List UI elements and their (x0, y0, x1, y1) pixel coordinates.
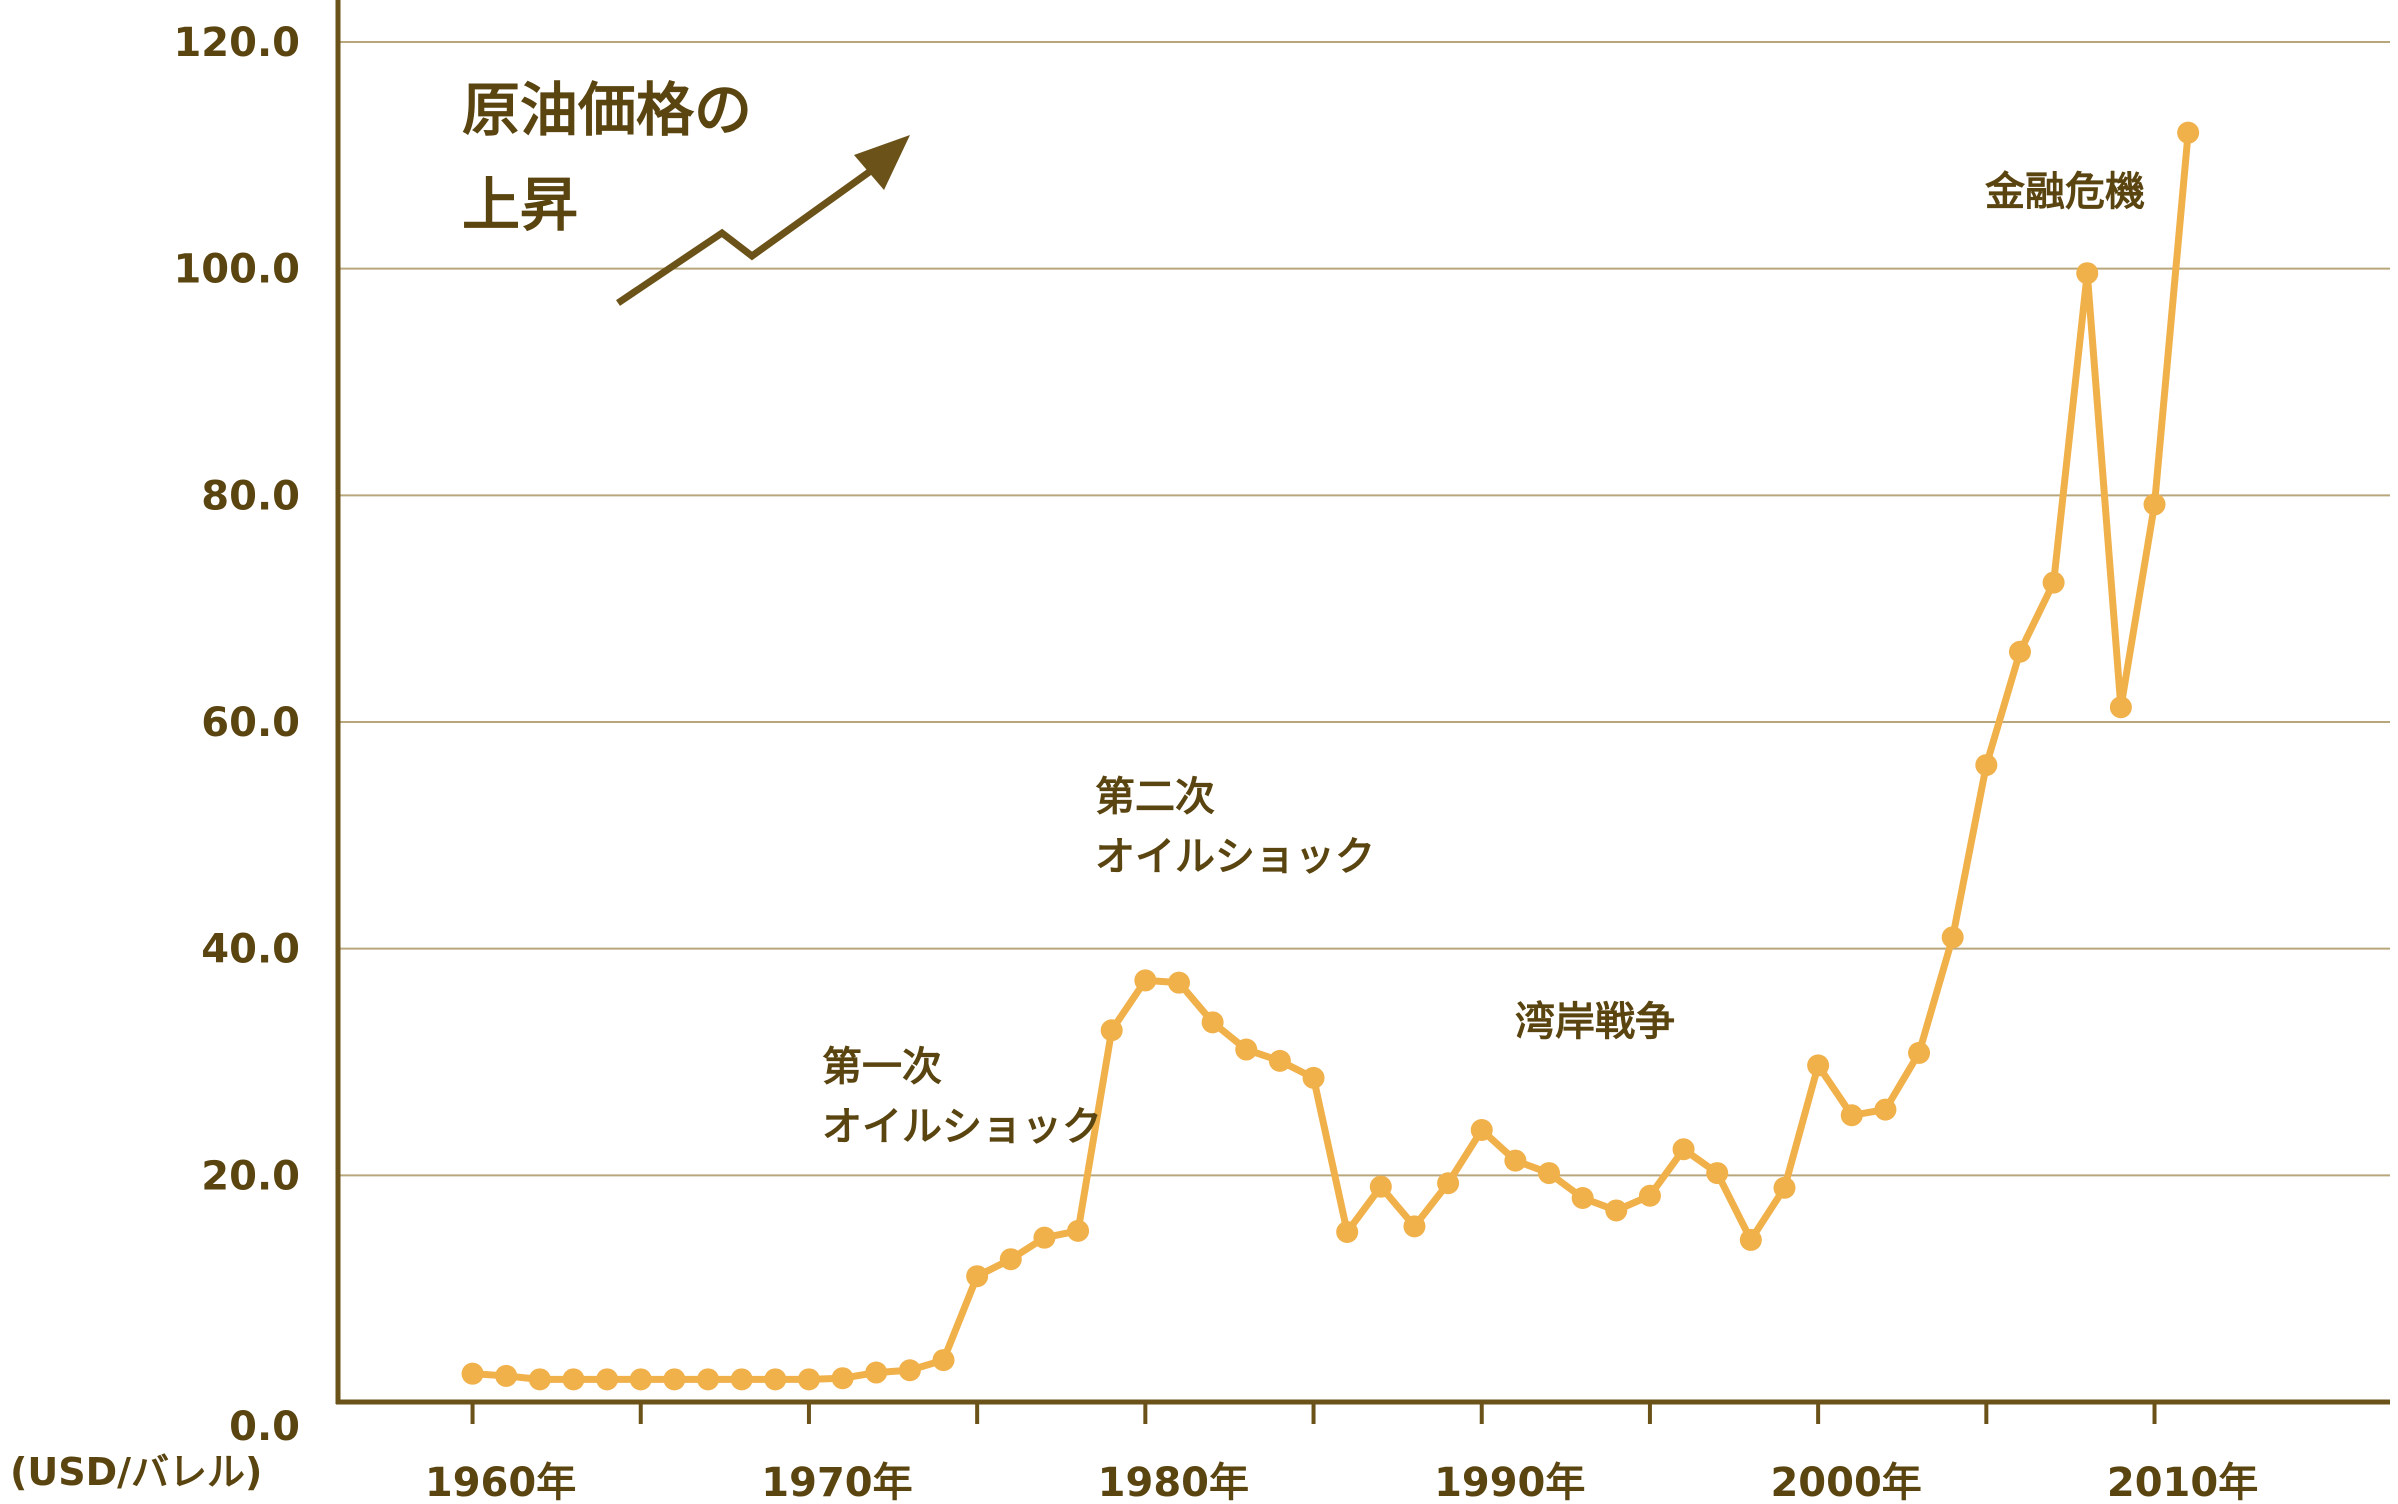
y-tick-label: 60.0 (201, 700, 300, 746)
annotation-label: オイルショック (1095, 834, 1375, 880)
data-point (1571, 1187, 1594, 1209)
data-point (1470, 1119, 1493, 1141)
data-point (1773, 1176, 1796, 1199)
data-point (629, 1368, 652, 1391)
y-tick-label: 40.0 (201, 927, 300, 973)
data-point (461, 1362, 484, 1385)
data-point (999, 1248, 1022, 1271)
annotation-label: 第一次 (822, 1044, 942, 1090)
x-tick-label: 1960年 (425, 1460, 576, 1504)
data-point (2008, 640, 2031, 663)
y-tick-label: 0.0 (229, 1404, 300, 1450)
x-axis-tick-labels: 1960年 1970年 1980年 1990年 2000年 2010年 (425, 1460, 2258, 1504)
data-point (1504, 1149, 1527, 1172)
data-point (1067, 1219, 1090, 1242)
y-axis-tick-labels: 0.0 20.0 40.0 60.0 80.0 100.0 120.0 (173, 20, 300, 1450)
data-point (1403, 1215, 1426, 1238)
data-point (495, 1364, 518, 1387)
data-point (2076, 262, 2099, 285)
data-point (1167, 971, 1190, 994)
data-point (1672, 1138, 1695, 1161)
title-line-1: 原油価格の (462, 76, 752, 144)
annotation-label: オイルショック (822, 1104, 1102, 1150)
x-tick-label: 2010年 (2107, 1460, 2258, 1504)
x-tick-label: 1990年 (1434, 1460, 1585, 1504)
data-point (1605, 1199, 1628, 1222)
data-point (1235, 1038, 1258, 1061)
data-point (1538, 1162, 1561, 1185)
data-point (730, 1368, 753, 1391)
data-point (2109, 696, 2132, 719)
data-point (831, 1367, 854, 1390)
data-point (1033, 1226, 1056, 1249)
price-series (461, 121, 2200, 1391)
data-point (663, 1368, 686, 1391)
data-point (2143, 493, 2166, 516)
rising-arrow-icon (616, 135, 910, 306)
data-point (1268, 1049, 1291, 1072)
data-point (697, 1368, 720, 1391)
y-tick-label: 20.0 (201, 1153, 300, 1199)
data-point (562, 1368, 585, 1391)
data-point (1807, 1054, 1830, 1077)
y-tick-label: 100.0 (173, 247, 300, 293)
data-point (1941, 926, 1964, 949)
data-point (1739, 1228, 1762, 1251)
annotation-label: 第二次 (1095, 774, 1215, 820)
data-point (1638, 1184, 1661, 1207)
data-point (2042, 571, 2065, 594)
data-point (1134, 969, 1157, 992)
data-point (1706, 1162, 1729, 1185)
data-point (1874, 1098, 1897, 1121)
data-point (1840, 1104, 1863, 1127)
data-point (1201, 1011, 1224, 1034)
data-point (1100, 1019, 1123, 1042)
data-point (2177, 121, 2200, 144)
title-line-2: 上昇 (462, 171, 578, 239)
y-tick-label: 80.0 (201, 473, 300, 519)
axes (335, 0, 2390, 1424)
data-point (1975, 754, 1998, 777)
annotation-label: 湾岸戦争 (1515, 999, 1675, 1045)
y-unit-label: (USD/バレル) (10, 1450, 262, 1494)
data-point (764, 1368, 787, 1391)
x-tick-label: 1970年 (761, 1460, 912, 1504)
data-point (596, 1368, 619, 1391)
data-point (966, 1265, 989, 1288)
grid-lines (338, 41, 2390, 1177)
data-point (528, 1368, 551, 1391)
data-point (898, 1359, 921, 1382)
chart-title: 原油価格の 上昇 (462, 76, 752, 239)
x-tick-label: 2000年 (1770, 1460, 1921, 1504)
data-point (1302, 1066, 1325, 1089)
annotation-label: 金融危機 (1984, 169, 2145, 215)
data-point (797, 1368, 820, 1391)
data-point (1369, 1175, 1392, 1198)
data-point (932, 1349, 955, 1372)
data-point (1437, 1172, 1460, 1195)
data-point (865, 1361, 888, 1384)
data-point (1336, 1221, 1359, 1243)
y-tick-label: 120.0 (173, 20, 300, 66)
series-line (472, 132, 2192, 1383)
x-tick-label: 1980年 (1098, 1460, 1249, 1504)
data-point (1908, 1041, 1931, 1064)
